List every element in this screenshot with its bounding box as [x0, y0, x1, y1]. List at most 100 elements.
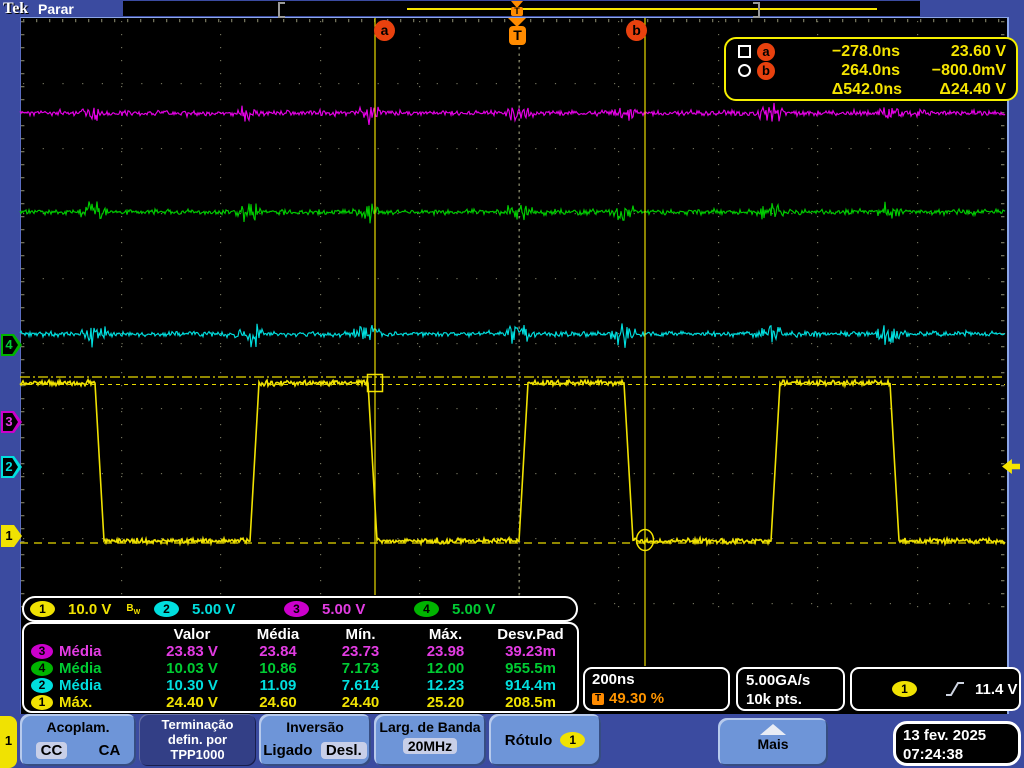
horizontal-settings-box: 200ns T 49.30 %: [583, 667, 730, 711]
termination-line1: Terminação: [161, 717, 234, 732]
col-header: Média: [256, 626, 300, 643]
cursor-b-badge[interactable]: b: [626, 20, 647, 41]
termination-button[interactable]: Terminação defin. por TPP1000: [139, 714, 256, 766]
col-header: Desv.Pad: [497, 626, 564, 643]
acquisition-status: Parar: [38, 1, 74, 17]
timebase-value: 200ns: [592, 671, 635, 688]
sample-rate: 5.00GA/s: [746, 672, 811, 689]
table-row: 2 Média 10.30 V 11.09 7.614 12.23 914.4m: [24, 677, 577, 694]
channel-4-scale[interactable]: 4 5.00 V: [414, 601, 495, 618]
bandwidth-button[interactable]: Larg. de Banda 20MHz: [374, 714, 486, 766]
record-bracket-right-icon: [753, 2, 760, 18]
cursor-a-badge[interactable]: a: [374, 20, 395, 41]
trigger-point-badge[interactable]: T: [509, 26, 526, 45]
coupling-option-ac[interactable]: CA: [98, 742, 121, 759]
acquisition-info-box: 5.00GA/s 10k pts.: [736, 667, 845, 711]
cursor-b-circle-icon: [738, 64, 751, 77]
channel-2-badge: 2: [154, 601, 179, 617]
date-value: 13 fev. 2025: [903, 727, 987, 744]
rising-edge-slope-icon: [946, 682, 964, 696]
col-header: Mín.: [345, 626, 376, 643]
invert-button[interactable]: Inversão Ligado Desl.: [259, 714, 371, 766]
invert-option-on[interactable]: Ligado: [263, 742, 313, 759]
top-status-bar: Tek Parar T: [0, 0, 1024, 18]
coupling-option-dc[interactable]: CC: [35, 742, 68, 759]
more-button[interactable]: Mais: [718, 718, 828, 766]
channel-1-scale[interactable]: 1 10.0 V BW: [30, 601, 154, 618]
channel-2-position-marker[interactable]: 2: [1, 456, 22, 478]
channel-1-badge: 1: [30, 601, 55, 617]
channel-4-volts-div: 5.00 V: [452, 600, 496, 618]
cursor-a-label: a: [757, 42, 775, 61]
channel-2-badge: 2: [31, 678, 53, 693]
col-header: Valor: [173, 626, 211, 643]
trigger-source-badge: 1: [892, 681, 917, 697]
channel-1-badge: 1: [31, 695, 53, 710]
time-value: 07:24:38: [903, 746, 964, 763]
channel-3-volts-div: 5.00 V: [322, 600, 366, 618]
trigger-position-badge[interactable]: T: [511, 7, 523, 16]
table-row: 3 Média 23.83 V 23.84 23.73 23.98 39.23m: [24, 643, 577, 660]
termination-line3: TPP1000: [170, 747, 225, 762]
channel-1-volts-div: 10.0 V: [68, 600, 112, 618]
cursor-delta-time: Δ542.0ns: [831, 80, 902, 98]
channel-2-scale[interactable]: 2 5.00 V: [154, 601, 284, 618]
trigger-position-percent: 49.30 %: [609, 690, 665, 707]
channel-scale-bar: 1 10.0 V BW 2 5.00 V 3 5.00 V 4 5.00 V: [22, 596, 578, 622]
marker-number: 4: [5, 337, 13, 352]
channel-2-volts-div: 5.00 V: [192, 600, 236, 618]
channel-4-badge: 4: [31, 661, 53, 676]
marker-inner: [3, 458, 18, 476]
channel-3-badge: 3: [284, 601, 309, 617]
label-title: Rótulo: [504, 731, 553, 749]
bandwidth-value[interactable]: 20MHz: [402, 738, 458, 754]
table-row: 1 Máx. 24.40 V 24.60 24.40 25.20 208.5m: [24, 694, 577, 711]
trigger-point-arrow-icon[interactable]: [508, 18, 526, 27]
marker-number: 2: [5, 459, 13, 474]
invert-option-off[interactable]: Desl.: [320, 742, 367, 759]
trigger-info-box: 1 11.4 V: [850, 667, 1021, 711]
tek-logo: Tek: [3, 0, 29, 17]
termination-line2: defin. por: [167, 732, 228, 747]
channel-4-position-marker[interactable]: 4: [1, 334, 22, 356]
record-length: 10k pts.: [746, 691, 802, 708]
channel-4-badge: 4: [414, 601, 439, 617]
cursor-b-time: 264.0ns: [841, 61, 900, 79]
marker-inner: [3, 336, 18, 354]
bandwidth-limit-icon: BW: [126, 602, 141, 616]
cursor-a-volt: 23.60 V: [950, 42, 1006, 60]
measurement-header-row: Valor Média Mín. Máx. Desv.Pad: [24, 626, 577, 643]
channel-1-position-marker[interactable]: 1: [1, 525, 22, 547]
datetime-box: 13 fev. 2025 07:24:38: [893, 721, 1021, 766]
label-button[interactable]: Rótulo 1: [489, 714, 601, 766]
cursor-b-volt: −800.0mV: [931, 61, 1006, 79]
channel-3-position-marker[interactable]: 3: [1, 411, 22, 433]
trigger-position-icon: T: [592, 692, 604, 705]
cursor-a-square-icon: [738, 45, 751, 58]
cursor-b-label: b: [757, 61, 775, 80]
invert-title: Inversão: [286, 719, 344, 735]
menu-channel-tab: 1: [0, 716, 17, 768]
channel-3-badge: 3: [31, 644, 53, 659]
measurement-table: Valor Média Mín. Máx. Desv.Pad 3 Média 23…: [22, 622, 579, 713]
col-header: Máx.: [428, 626, 463, 643]
more-label: Mais: [757, 736, 789, 752]
coupling-button[interactable]: Acoplam. CC CA: [20, 714, 136, 766]
cursor-a-time: −278.0ns: [831, 42, 900, 60]
trigger-level-value: 11.4 V: [975, 680, 1018, 698]
record-bracket-left-icon: [278, 2, 285, 18]
record-view-line: [407, 8, 877, 10]
marker-number: 1: [5, 528, 13, 543]
marker-shape: [1, 525, 22, 547]
bandwidth-title: Larg. de Banda: [379, 719, 481, 735]
cursor-readout-box: a −278.0ns 23.60 V b 264.0ns −800.0mV Δ5…: [724, 37, 1018, 101]
chevron-up-icon: [760, 724, 786, 735]
coupling-title: Acoplam.: [46, 719, 110, 735]
channel-3-scale[interactable]: 3 5.00 V: [284, 601, 414, 618]
table-row: 4 Média 10.03 V 10.86 7.173 12.00 955.5m: [24, 660, 577, 677]
trigger-position-arrow-icon[interactable]: [511, 1, 523, 8]
marker-number: 3: [5, 414, 13, 429]
cursor-delta-volt: Δ24.40 V: [939, 80, 1006, 98]
label-channel-badge: 1: [560, 732, 586, 748]
